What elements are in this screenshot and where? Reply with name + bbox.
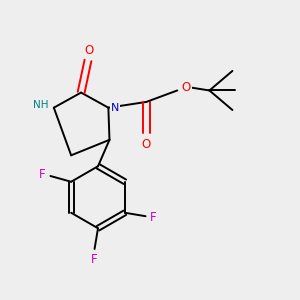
Text: O: O bbox=[182, 80, 191, 94]
Text: F: F bbox=[39, 168, 46, 182]
Text: N: N bbox=[111, 103, 119, 113]
Text: NH: NH bbox=[33, 100, 48, 110]
Text: F: F bbox=[150, 211, 157, 224]
Text: O: O bbox=[85, 44, 94, 57]
Text: F: F bbox=[91, 253, 98, 266]
Text: O: O bbox=[142, 138, 151, 151]
